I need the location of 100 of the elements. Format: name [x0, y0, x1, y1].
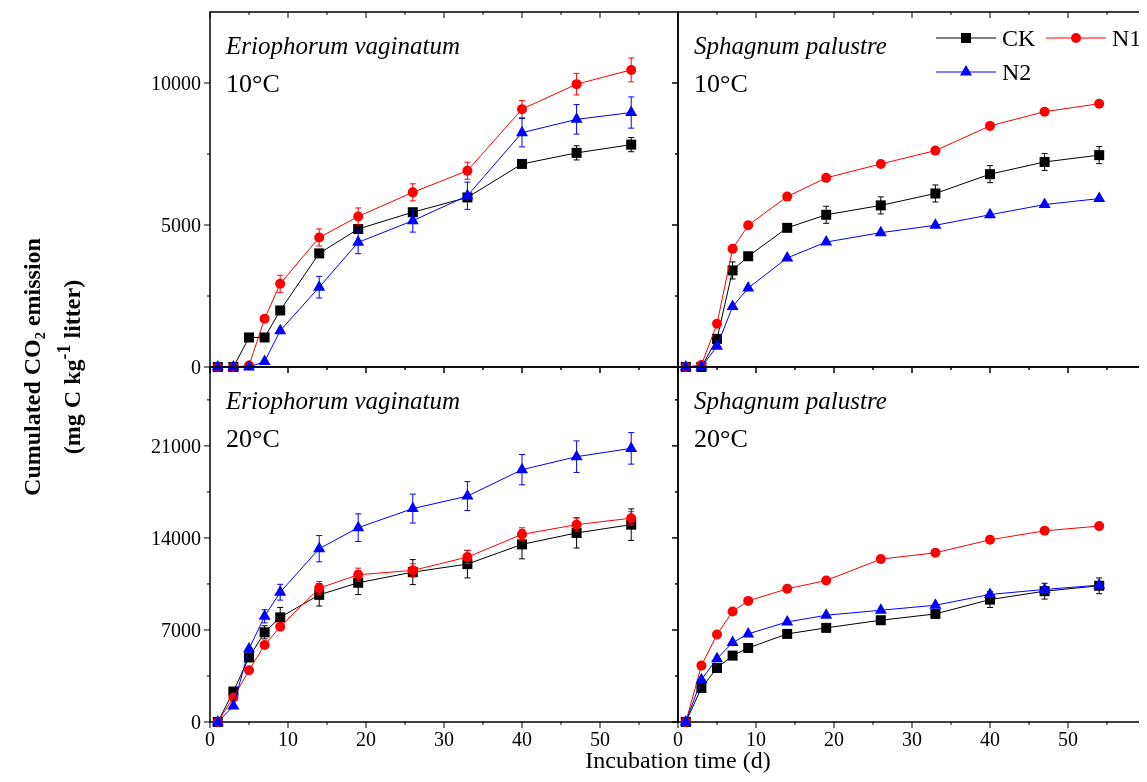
- x-tick-label: 30: [434, 728, 454, 750]
- point: [820, 235, 833, 246]
- point: [244, 332, 254, 343]
- point: [244, 665, 254, 676]
- point: [462, 165, 473, 176]
- legend-label: N1: [1112, 25, 1142, 52]
- point: [711, 651, 723, 663]
- point: [314, 248, 325, 259]
- annotation: 20°C: [694, 424, 748, 453]
- point: [1093, 191, 1106, 203]
- point: [727, 265, 738, 276]
- point: [275, 621, 286, 632]
- point: [461, 489, 474, 500]
- point: [626, 64, 637, 75]
- legend-label: N2: [1002, 59, 1032, 86]
- y-tick-label: 0: [191, 356, 201, 378]
- point: [930, 188, 941, 199]
- point: [712, 662, 722, 673]
- point: [782, 222, 793, 233]
- x-axis-title: Incubation time (d): [585, 747, 771, 773]
- point: [930, 608, 941, 619]
- point: [874, 603, 887, 614]
- point: [742, 281, 755, 292]
- point: [930, 145, 941, 156]
- point: [406, 501, 419, 513]
- point: [275, 612, 286, 623]
- point: [625, 441, 638, 452]
- point: [407, 187, 418, 198]
- point: [743, 595, 754, 606]
- point: [570, 449, 583, 461]
- point: [782, 191, 793, 202]
- x-tick-label: 40: [512, 728, 532, 750]
- point: [821, 575, 832, 586]
- point: [1038, 197, 1051, 209]
- point: [712, 318, 722, 329]
- point: [712, 629, 722, 640]
- point: [625, 105, 638, 117]
- annotation: 10°C: [694, 69, 748, 98]
- point: [985, 120, 995, 131]
- x-tick-label: 0: [205, 728, 215, 750]
- y-tick-label: 21000: [151, 434, 201, 457]
- point: [243, 642, 255, 653]
- point: [353, 211, 364, 222]
- x-tick-label: 10: [278, 728, 298, 750]
- point: [782, 628, 793, 639]
- point: [985, 534, 995, 545]
- point: [258, 354, 271, 366]
- point: [352, 520, 365, 532]
- point: [985, 169, 995, 180]
- point: [929, 218, 942, 229]
- point: [461, 188, 474, 200]
- x-tick-label: 30: [902, 728, 922, 750]
- point: [313, 541, 326, 553]
- point: [727, 650, 738, 661]
- point: [517, 158, 527, 169]
- point: [727, 243, 738, 254]
- point: [313, 280, 326, 291]
- point: [1039, 525, 1050, 536]
- point: [274, 585, 287, 596]
- point: [874, 225, 887, 237]
- point: [274, 323, 287, 335]
- legend-label: CK: [1002, 25, 1037, 52]
- x-tick-label: 50: [1058, 728, 1078, 750]
- point: [821, 209, 832, 220]
- point: [227, 698, 240, 710]
- point: [743, 251, 754, 262]
- point: [517, 104, 527, 115]
- point: [929, 598, 942, 609]
- point: [695, 672, 708, 684]
- y-tick-label: 14000: [151, 526, 201, 549]
- y-tick-label: 0: [191, 711, 201, 733]
- point: [930, 547, 941, 558]
- point: [743, 220, 754, 231]
- x-tick-label: 10: [746, 728, 766, 750]
- point: [259, 313, 270, 324]
- x-tick-label: 50: [590, 728, 610, 750]
- point: [275, 305, 286, 316]
- point: [570, 112, 583, 123]
- point: [711, 339, 723, 350]
- point: [875, 200, 886, 211]
- y-tick-label: 5000: [161, 214, 201, 236]
- point: [782, 583, 793, 594]
- point: [727, 606, 738, 617]
- annotation: 10°C: [226, 69, 280, 98]
- annotation: Eriophorum vaginatum: [225, 32, 461, 59]
- point: [259, 332, 270, 343]
- point: [275, 278, 286, 289]
- annotation: Eriophorum vaginatum: [225, 387, 461, 414]
- point: [875, 158, 886, 169]
- point: [406, 213, 419, 225]
- point: [984, 587, 996, 598]
- point: [516, 462, 528, 474]
- y-tick-label: 10000: [151, 72, 201, 94]
- point: [742, 626, 755, 638]
- point: [875, 554, 886, 565]
- point: [984, 207, 996, 219]
- point: [820, 608, 833, 619]
- y-tick-label: 7000: [161, 618, 201, 641]
- point: [571, 79, 582, 90]
- point: [259, 640, 270, 651]
